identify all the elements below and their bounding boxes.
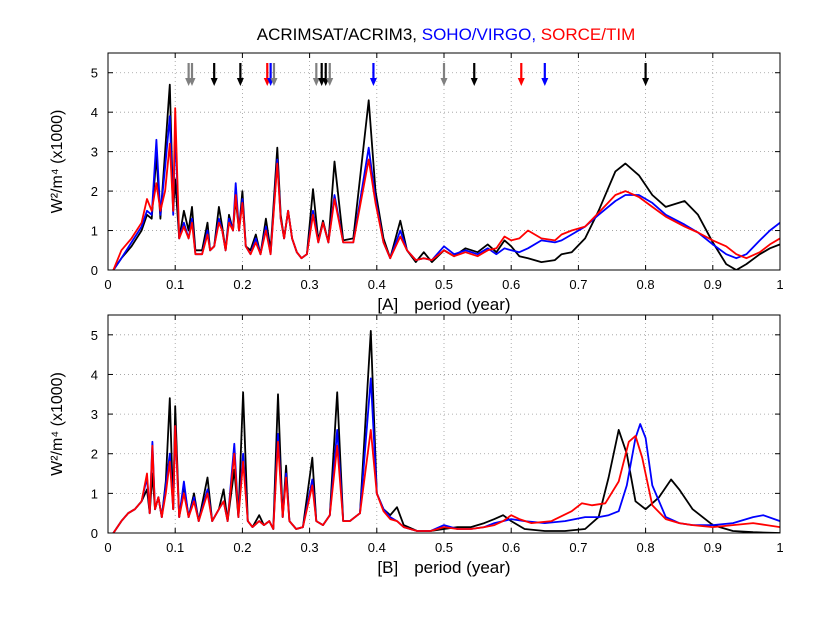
y-axis-label: W²/m⁴ (x1000) [49, 110, 66, 214]
panel-label: [A] [377, 295, 398, 314]
period-marker-arrowhead [326, 78, 334, 86]
y-tick-label: 5 [91, 328, 98, 343]
x-tick-label: 0.5 [435, 540, 453, 555]
x-tick-label: 0.1 [166, 277, 184, 292]
x-axis-title: period (year) [414, 558, 510, 577]
period-marker-arrowhead [517, 78, 525, 86]
x-tick-label: 0.6 [502, 277, 520, 292]
y-tick-label: 3 [91, 407, 98, 422]
series-line-2 [112, 425, 780, 533]
x-tick-label: 0.3 [301, 277, 319, 292]
x-tick-label: 0.7 [569, 277, 587, 292]
series-line-0 [112, 330, 780, 533]
x-tick-label: 0 [104, 277, 111, 292]
x-tick-label: 0.8 [637, 540, 655, 555]
y-tick-label: 1 [91, 486, 98, 501]
title-part-acrim: ACRIMSAT/ACRIM3, [257, 25, 422, 44]
y-tick-label: 4 [91, 367, 98, 382]
x-tick-label: 1 [776, 540, 783, 555]
x-tick-label: 0.3 [301, 540, 319, 555]
title-part-tim: SORCE/TIM [541, 25, 635, 44]
x-tick-label: 0.5 [435, 277, 453, 292]
x-axis-label: [B] period (year) [377, 558, 510, 577]
x-tick-label: 0.4 [368, 277, 386, 292]
period-marker-arrowhead [188, 78, 196, 86]
x-tick-label: 0.1 [166, 540, 184, 555]
period-marker-arrowhead [312, 78, 320, 86]
panel-b: 0 0.1 0.2 0.3 0.4 0.5 0.6 0.7 0.8 0.9 1 0 1 2 3 4 5 W²/m⁴… [49, 314, 784, 577]
title-part-virgo: SOHO/VIRGO, [422, 25, 541, 44]
y-tick-label: 4 [91, 105, 98, 120]
y-tick-label: 0 [91, 263, 98, 278]
y-tick-label: 0 [91, 526, 98, 541]
x-tick-label: 0.2 [233, 540, 251, 555]
y-tick-label: 1 [91, 224, 98, 239]
panel-a: 0 0.1 0.2 0.3 0.4 0.5 0.6 0.7 0.8 0.9 1 0 1 2 3 4 5 W²/m⁴… [49, 52, 784, 314]
x-tick-label: 0.9 [704, 540, 722, 555]
period-marker-arrowhead [369, 78, 377, 86]
y-tick-label: 2 [91, 447, 98, 462]
x-tick-label: 0.2 [233, 277, 251, 292]
x-axis-label: [A] period (year) [377, 295, 510, 314]
x-tick-label: 0 [104, 540, 111, 555]
period-marker-arrowhead [642, 78, 650, 86]
period-marker-arrowhead [541, 78, 549, 86]
panel-label: [B] [377, 558, 398, 577]
y-axis-label: W²/m⁴ (x1000) [49, 372, 66, 476]
period-marker-arrowhead [210, 78, 218, 86]
x-tick-label: 0.9 [704, 277, 722, 292]
y-tick-label: 2 [91, 184, 98, 199]
x-tick-label: 1 [776, 277, 783, 292]
x-axis-title: period (year) [414, 295, 510, 314]
series-line-1 [112, 377, 780, 533]
figure-title: ACRIMSAT/ACRIM3, SOHO/VIRGO, SORCE/TIM [257, 25, 635, 44]
y-tick-label: 3 [91, 145, 98, 160]
series-line-2 [112, 107, 780, 270]
period-marker-arrowhead [236, 78, 244, 86]
period-marker-arrowhead [270, 78, 278, 86]
y-tick-label: 5 [91, 66, 98, 81]
x-tick-label: 0.7 [569, 540, 587, 555]
x-tick-label: 0.8 [637, 277, 655, 292]
period-marker-arrowhead [440, 78, 448, 86]
period-marker-arrowhead [470, 78, 478, 86]
x-tick-label: 0.4 [368, 540, 386, 555]
x-tick-label: 0.6 [502, 540, 520, 555]
